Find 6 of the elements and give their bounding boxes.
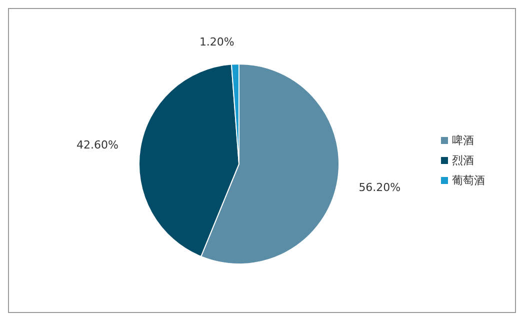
data-label: 1.20% — [199, 36, 234, 49]
legend-label: 葡萄酒 — [452, 174, 485, 186]
legend-label: 啤酒 — [452, 134, 474, 146]
data-label: 42.60% — [76, 138, 118, 152]
data-label: 56.20% — [358, 181, 401, 194]
legend-label: 烈酒 — [452, 154, 474, 166]
